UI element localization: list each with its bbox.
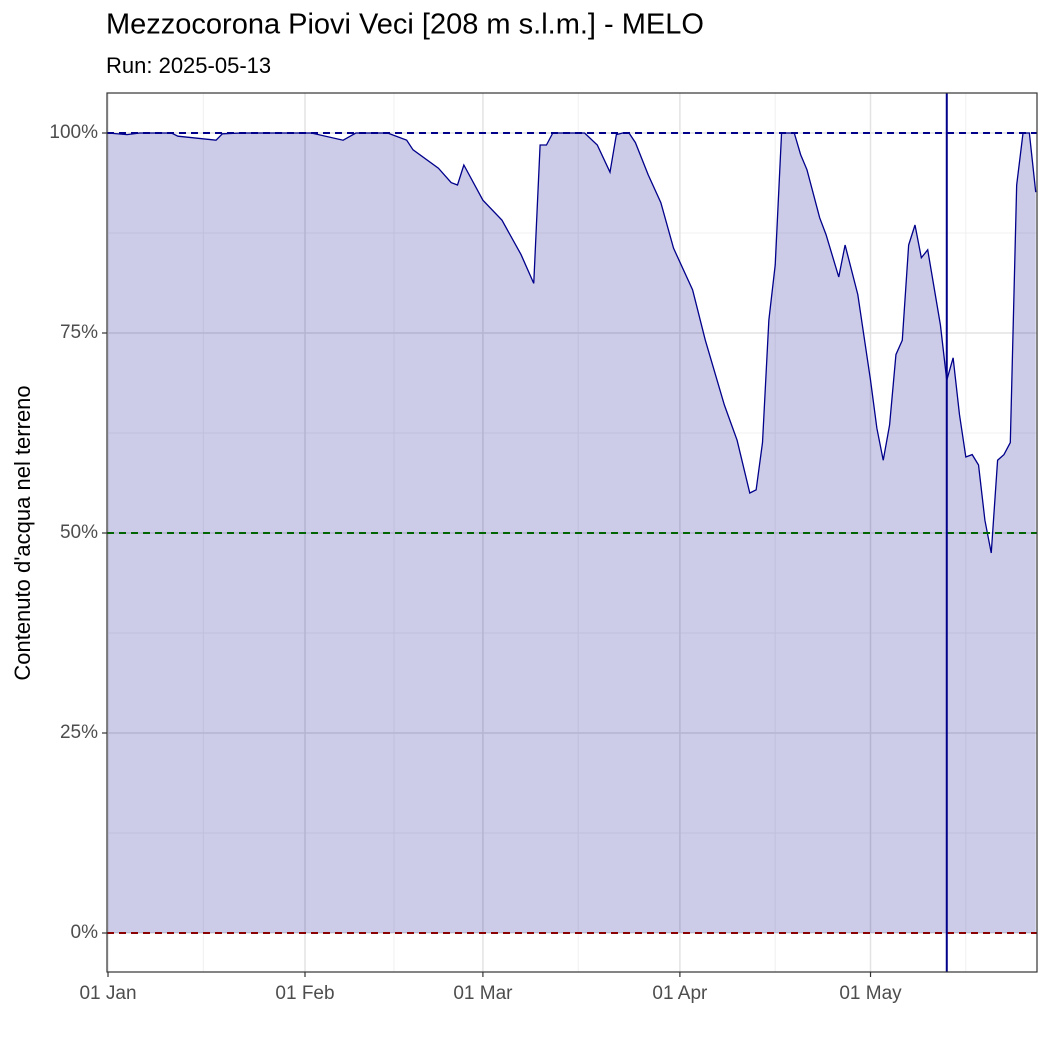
x-tick-label: 01 Mar: [453, 983, 513, 1004]
y-tick-label: 100%: [49, 122, 98, 143]
area: [108, 133, 1036, 933]
chart-title: Mezzocorona Piovi Veci [208 m s.l.m.] - …: [106, 9, 704, 41]
x-tick-label: 01 Feb: [275, 983, 334, 1004]
y-tick-label: 25%: [60, 722, 98, 743]
line: [107, 132, 1037, 554]
y-tick-label: 50%: [60, 522, 98, 543]
chart-subtitle: Run: 2025-05-13: [106, 53, 271, 78]
y-axis-label: Contenuto d'acqua nel terreno: [10, 385, 35, 680]
y-tick-label: 75%: [60, 322, 98, 343]
y-tick-label: 0%: [71, 922, 99, 943]
x-tick-label: 01 Jan: [79, 983, 136, 1004]
x-tick-label: 01 Apr: [652, 983, 708, 1004]
x-tick-label: 01 May: [839, 983, 902, 1004]
